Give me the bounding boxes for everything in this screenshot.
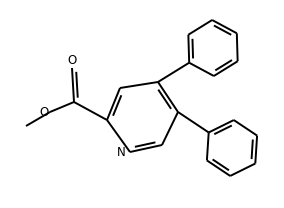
Text: O: O (40, 105, 49, 119)
Text: N: N (117, 146, 126, 160)
Text: O: O (67, 54, 77, 67)
